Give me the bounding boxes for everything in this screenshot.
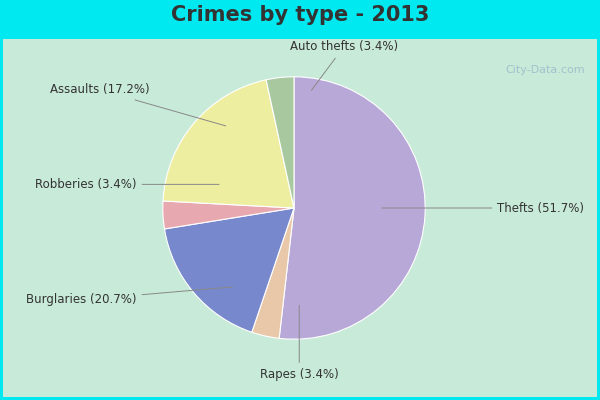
FancyBboxPatch shape bbox=[3, 39, 597, 397]
Wedge shape bbox=[163, 201, 294, 229]
Text: Thefts (51.7%): Thefts (51.7%) bbox=[382, 202, 584, 214]
Text: Rapes (3.4%): Rapes (3.4%) bbox=[260, 305, 338, 381]
Text: Crimes by type - 2013: Crimes by type - 2013 bbox=[171, 5, 429, 25]
Text: City-Data.com: City-Data.com bbox=[505, 65, 585, 75]
Text: Assaults (17.2%): Assaults (17.2%) bbox=[50, 84, 226, 126]
Text: Burglaries (20.7%): Burglaries (20.7%) bbox=[26, 287, 232, 306]
Wedge shape bbox=[163, 80, 294, 208]
Text: Robberies (3.4%): Robberies (3.4%) bbox=[35, 178, 219, 191]
Wedge shape bbox=[252, 208, 294, 338]
Wedge shape bbox=[279, 77, 425, 339]
Wedge shape bbox=[266, 77, 294, 208]
Wedge shape bbox=[164, 208, 294, 332]
Text: Auto thefts (3.4%): Auto thefts (3.4%) bbox=[290, 40, 398, 90]
